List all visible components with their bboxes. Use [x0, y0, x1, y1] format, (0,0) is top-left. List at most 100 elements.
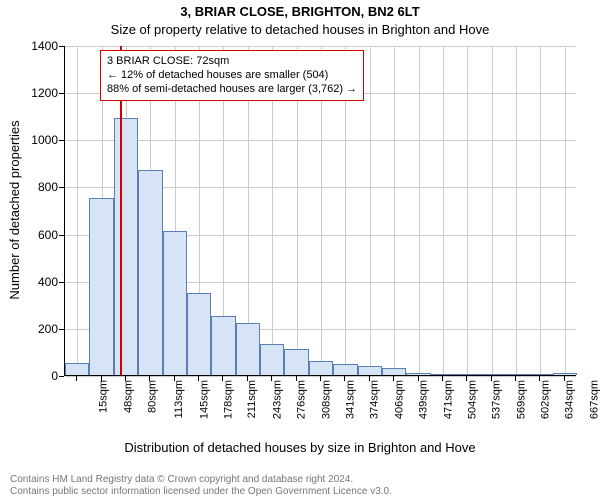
histogram-bar: [406, 373, 430, 375]
x-tick-label: 374sqm: [369, 380, 381, 419]
y-tick-mark: [59, 46, 64, 47]
histogram-bar: [114, 118, 138, 375]
histogram-bar: [163, 231, 187, 375]
x-tick-mark: [539, 376, 540, 381]
gridline-v: [419, 46, 420, 375]
histogram-bar: [431, 374, 455, 375]
annotation-box: 3 BRIAR CLOSE: 72sqm← 12% of detached ho…: [100, 50, 364, 101]
x-axis-label: Distribution of detached houses by size …: [0, 440, 600, 455]
chart-subtitle: Size of property relative to detached ho…: [0, 22, 600, 37]
x-tick-mark: [296, 376, 297, 381]
x-tick-mark: [174, 376, 175, 381]
histogram-bar: [553, 373, 577, 375]
x-tick-mark: [344, 376, 345, 381]
x-tick-mark: [393, 376, 394, 381]
x-tick-label: 276sqm: [296, 380, 308, 419]
x-tick-label: 113sqm: [173, 380, 185, 418]
x-tick-mark: [222, 376, 223, 381]
x-tick-mark: [149, 376, 150, 381]
histogram-bar: [333, 364, 357, 375]
y-tick-mark: [59, 329, 64, 330]
x-tick-mark: [466, 376, 467, 381]
y-tick-label: 600: [8, 228, 58, 242]
x-tick-mark: [101, 376, 102, 381]
histogram-bar: [236, 323, 260, 375]
histogram-bar: [528, 374, 552, 375]
gridline-v: [370, 46, 371, 375]
x-tick-mark: [442, 376, 443, 381]
y-tick-mark: [59, 140, 64, 141]
y-tick-label: 1400: [8, 39, 58, 53]
gridline-v: [565, 46, 566, 375]
x-tick-mark: [320, 376, 321, 381]
x-tick-label: 602sqm: [540, 380, 552, 419]
x-tick-label: 471sqm: [442, 380, 454, 419]
x-tick-label: 634sqm: [564, 380, 576, 419]
histogram-bar: [138, 170, 162, 375]
histogram-bar: [89, 198, 113, 375]
histogram-bar: [504, 374, 528, 375]
y-tick-label: 1200: [8, 86, 58, 100]
x-tick-label: 569sqm: [515, 380, 527, 419]
x-tick-mark: [515, 376, 516, 381]
y-tick-mark: [59, 187, 64, 188]
y-tick-mark: [59, 282, 64, 283]
histogram-bar: [211, 316, 235, 375]
x-tick-mark: [491, 376, 492, 381]
histogram-bar: [358, 366, 382, 375]
gridline-v: [77, 46, 78, 375]
gridline-v: [516, 46, 517, 375]
x-tick-label: 667sqm: [588, 380, 600, 419]
histogram-bar: [65, 363, 89, 375]
x-tick-label: 406sqm: [393, 380, 405, 419]
y-tick-label: 800: [8, 180, 58, 194]
y-tick-label: 1000: [8, 133, 58, 147]
histogram-bar: [479, 374, 503, 375]
y-tick-label: 400: [8, 275, 58, 289]
x-tick-label: 178sqm: [223, 380, 235, 419]
x-tick-label: 211sqm: [247, 380, 259, 418]
histogram-bar: [382, 368, 406, 375]
histogram-bar: [187, 293, 211, 376]
footer-line-2: Contains public sector information licen…: [10, 486, 590, 498]
gridline-v: [492, 46, 493, 375]
x-tick-mark: [247, 376, 248, 381]
y-tick-mark: [59, 235, 64, 236]
gridline-v: [467, 46, 468, 375]
x-tick-mark: [198, 376, 199, 381]
histogram-bar: [260, 344, 284, 375]
x-tick-label: 15sqm: [98, 380, 110, 413]
x-tick-label: 145sqm: [198, 380, 210, 419]
x-tick-label: 439sqm: [418, 380, 430, 419]
x-tick-mark: [564, 376, 565, 381]
x-tick-mark: [369, 376, 370, 381]
annotation-line: ← 12% of detached houses are smaller (50…: [107, 69, 357, 83]
histogram-bar: [455, 374, 479, 375]
gridline-v: [394, 46, 395, 375]
x-tick-mark: [418, 376, 419, 381]
y-tick-mark: [59, 376, 64, 377]
x-tick-mark: [271, 376, 272, 381]
x-tick-mark: [76, 376, 77, 381]
x-tick-mark: [125, 376, 126, 381]
annotation-line: 3 BRIAR CLOSE: 72sqm: [107, 55, 357, 69]
chart-title: 3, BRIAR CLOSE, BRIGHTON, BN2 6LT: [0, 4, 600, 19]
histogram-bar: [284, 349, 308, 375]
footer-line-1: Contains HM Land Registry data © Crown c…: [10, 474, 590, 486]
y-tick-label: 0: [8, 369, 58, 383]
license-footer: Contains HM Land Registry data © Crown c…: [10, 474, 590, 498]
x-tick-label: 80sqm: [146, 380, 158, 413]
x-tick-label: 341sqm: [345, 380, 357, 419]
gridline-v: [540, 46, 541, 375]
chart-wrap: 3, BRIAR CLOSE, BRIGHTON, BN2 6LT Size o…: [0, 0, 600, 500]
annotation-line: 88% of semi-detached houses are larger (…: [107, 83, 357, 97]
x-tick-label: 537sqm: [491, 380, 503, 419]
gridline-v: [443, 46, 444, 375]
histogram-bar: [309, 361, 333, 375]
x-tick-label: 504sqm: [466, 380, 478, 419]
x-tick-label: 48sqm: [122, 380, 134, 413]
x-tick-label: 308sqm: [320, 380, 332, 419]
x-tick-label: 243sqm: [271, 380, 283, 419]
y-tick-mark: [59, 93, 64, 94]
y-tick-label: 200: [8, 322, 58, 336]
